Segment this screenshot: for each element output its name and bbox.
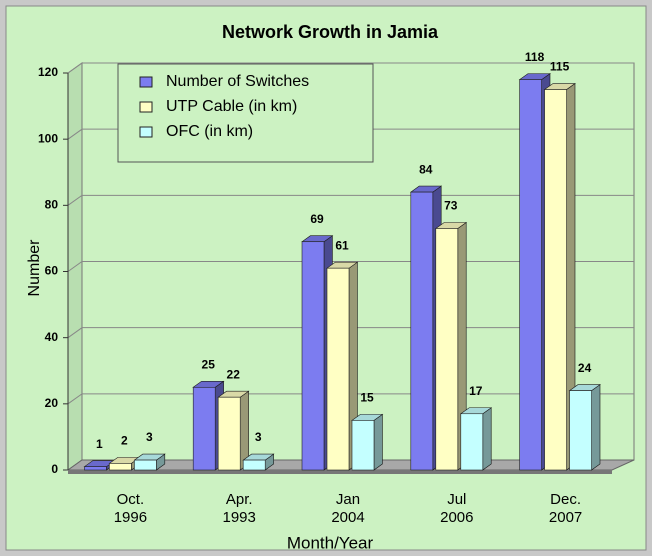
value-label: 25 [202,357,216,371]
value-label: 61 [335,238,349,252]
bar-front [109,463,132,471]
bar-front [134,459,157,471]
y-tick-label: 80 [45,198,59,212]
bar-front [326,267,350,471]
legend-label: UTP Cable (in km) [166,98,297,115]
bar-front [544,89,567,471]
y-tick-label: 20 [45,396,59,410]
bar-front [84,466,107,471]
bar-front [217,396,241,471]
bar-side [373,413,383,471]
bar [242,453,275,471]
y-tick-label: 100 [38,131,58,145]
grid-line [67,62,634,74]
y-tick-label: 40 [45,330,59,344]
y-tick-label: 60 [45,264,59,278]
value-label: 115 [550,60,570,74]
bar [133,453,166,471]
chart-title: Network Growth in Jamia [222,22,439,42]
value-label: 84 [419,162,433,176]
bar [351,413,384,471]
bar-front [460,413,484,471]
x-tick-label: Jul 2006 [440,491,473,526]
value-label: 1 [96,437,103,451]
grid-line [67,194,634,206]
bar-front [192,386,216,471]
x-tick-label: Jan 2004 [331,491,364,526]
floor-edge [68,470,612,474]
bar-front [435,228,459,471]
legend-label: Number of Switches [166,73,309,90]
legend-swatch [139,76,153,88]
value-label: 3 [146,430,153,444]
value-label: 118 [525,50,545,64]
y-axis-label: Number [26,239,43,297]
legend-swatch [139,101,153,113]
x-tick-label: Oct. 1996 [114,491,147,526]
x-tick-label: Apr. 1993 [223,491,256,526]
bar-front [519,79,542,471]
value-label: 17 [469,384,483,398]
bar-front [301,241,325,471]
bar [434,221,468,471]
bar-front [351,420,375,471]
bar-side [591,384,601,471]
bar-front [242,459,266,471]
grid-line [67,128,634,140]
x-axis-label: Month/Year [287,533,374,552]
value-label: 24 [578,361,592,375]
bar-side [482,407,492,471]
y-tick-label: 120 [38,65,58,79]
bar [568,384,601,471]
bar [543,82,576,471]
legend-swatch [139,126,153,138]
bar-front [569,390,592,471]
value-label: 22 [227,367,241,381]
y-tick-label: 0 [51,462,58,476]
value-label: 15 [360,391,374,405]
legend-label: OFC (in km) [166,123,253,140]
value-label: 69 [310,212,324,226]
bar-front [410,191,434,471]
value-label: 3 [255,430,262,444]
bar [326,261,359,471]
legend-box [117,63,374,163]
bar [459,407,493,471]
value-label: 73 [444,199,458,213]
bar [217,390,250,471]
x-tick-label: Dec. 2007 [549,491,582,526]
value-label: 2 [121,434,128,448]
